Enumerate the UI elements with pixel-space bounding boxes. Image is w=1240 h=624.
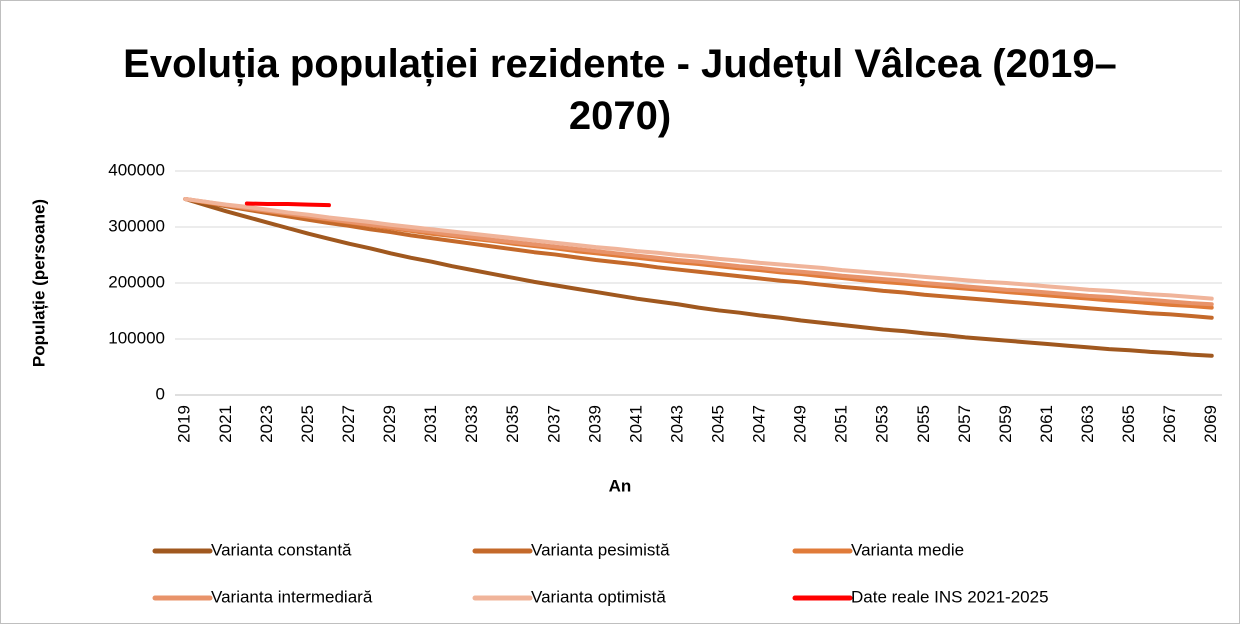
chart-title: Evoluția populației rezidente - Județul … — [123, 42, 1117, 138]
x-tick-label: 2049 — [791, 405, 810, 443]
x-tick-label: 2059 — [996, 405, 1015, 443]
x-tick-label: 2025 — [298, 405, 317, 443]
x-tick-label: 2043 — [667, 405, 686, 443]
x-tick-label: 2041 — [626, 405, 645, 443]
x-tick-label: 2063 — [1078, 405, 1097, 443]
series-line — [244, 201, 331, 208]
x-tick-label: 2053 — [873, 405, 892, 443]
x-tick-label: 2055 — [914, 405, 933, 443]
legend-label: Date reale INS 2021-2025 — [851, 587, 1049, 606]
y-tick-label: 100000 — [108, 328, 165, 347]
series-line — [183, 197, 1214, 320]
x-tick-label: 2019 — [175, 405, 194, 443]
y-tick-label: 200000 — [108, 272, 165, 291]
series-line — [183, 197, 1214, 301]
x-tick-label: 2027 — [339, 405, 358, 443]
y-tick-label: 300000 — [108, 216, 165, 235]
series-line — [183, 197, 1214, 358]
x-tick-label: 2061 — [1037, 405, 1056, 443]
x-tick-label: 2021 — [216, 405, 235, 443]
x-tick-label: 2023 — [257, 405, 276, 443]
x-tick-label: 2033 — [462, 405, 481, 443]
x-tick-label: 2047 — [750, 405, 769, 443]
x-tick-label: 2029 — [380, 405, 399, 443]
y-axis-title: Populație (persoane) — [29, 199, 48, 367]
legend-label: Varianta optimistă — [531, 587, 666, 606]
x-tick-label: 2045 — [709, 405, 728, 443]
legend-label: Varianta intermediară — [211, 587, 373, 606]
legend-label: Varianta constantă — [211, 540, 352, 559]
y-tick-label: 400000 — [108, 160, 165, 179]
x-tick-label: 2031 — [421, 405, 440, 443]
x-axis-title: An — [609, 476, 632, 495]
x-tick-label: 2057 — [955, 405, 974, 443]
series-line — [183, 197, 1214, 307]
x-tick-label: 2051 — [832, 405, 851, 443]
y-tick-label: 0 — [156, 384, 165, 403]
x-tick-label: 2065 — [1119, 405, 1138, 443]
x-tick-label: 2067 — [1160, 405, 1179, 443]
legend-label: Varianta medie — [851, 540, 964, 559]
x-tick-label: 2069 — [1201, 405, 1220, 443]
x-tick-label: 2035 — [503, 405, 522, 443]
x-tick-label: 2037 — [544, 405, 563, 443]
legend-label: Varianta pesimistă — [531, 540, 670, 559]
x-tick-label: 2039 — [585, 405, 604, 443]
